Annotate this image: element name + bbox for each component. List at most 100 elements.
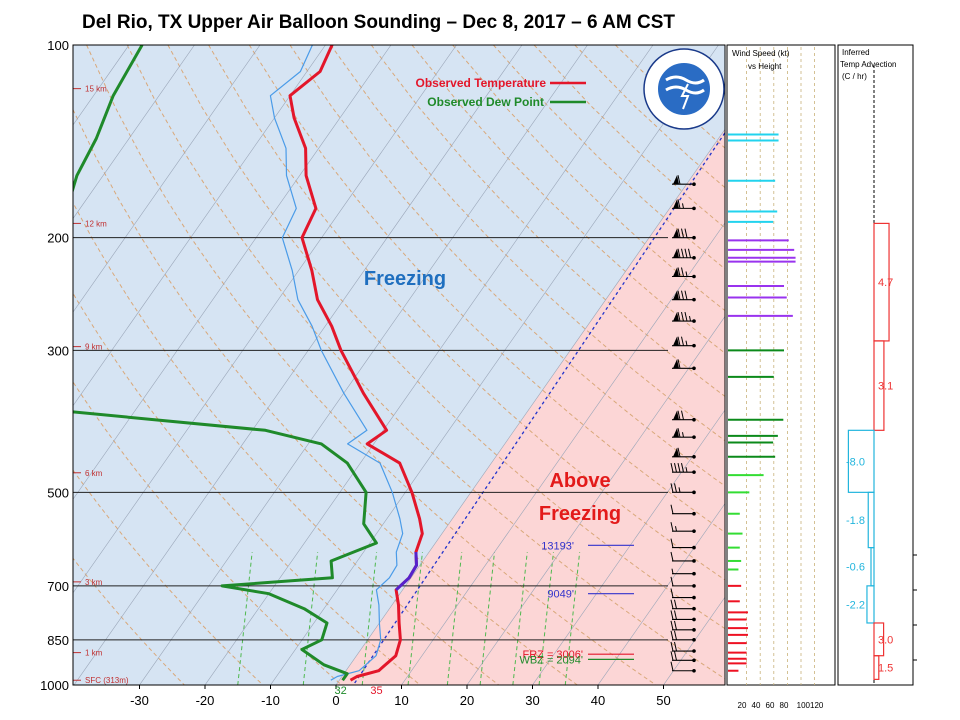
barb-station [692,255,696,260]
wind-barb [670,576,696,588]
height-label: SFC (313m) [85,676,129,685]
dry-adiabat-line [126,45,725,680]
wind-barb [672,359,696,371]
wind-barb [670,538,696,550]
pressure-label: 850 [47,633,69,648]
nws-logo [643,48,725,130]
annotation-label: 13193' [541,540,574,552]
wind-barb [670,504,696,516]
barb-pennant [673,359,679,369]
advection-value-label: 4.7 [878,277,893,289]
barb-flag [670,588,674,598]
wind-barb [672,248,696,260]
advection-bar [866,585,875,624]
barb-station [692,668,696,673]
barb-half-flag [685,271,688,277]
barb-flag [670,522,674,532]
barb-flag [670,651,674,661]
barb-flag [681,336,684,346]
dry-adiabat-line [370,45,725,398]
pressure-label: 200 [47,231,69,246]
barb-station [692,559,696,563]
advection-value-label: 1.5 [878,663,893,675]
barb-station [692,658,696,663]
barb-flag [674,610,677,620]
barb-flag [674,641,677,652]
wind-barb [670,641,696,653]
barb-pennant [673,290,679,300]
barb-station [692,571,696,576]
barb-station [692,595,696,600]
isotherm-line [73,45,523,685]
barb-pennant [673,248,679,258]
wind-barb [670,463,696,474]
moist-adiabat-line [237,552,253,685]
wind-barb [670,599,696,611]
height-label: 6 km [85,469,103,478]
barb-station [692,206,696,211]
wind-barb [670,588,696,600]
barb-pennant [673,410,679,420]
isotherm-line [401,222,725,685]
wind-panel-subtitle: vs Height [748,62,782,71]
barb-flag [677,290,681,300]
barb-half-flag [685,467,688,473]
barb-flag [677,175,681,185]
dry-adiabat-line [330,45,725,442]
wind-barb [672,228,696,240]
wind-barb [670,483,696,495]
barb-flag [670,620,674,630]
logo-lightning [680,83,690,110]
isotherm-line [597,503,725,685]
isotherm-line [73,45,392,500]
dry-adiabat-line [73,469,264,685]
barb-half-flag [689,315,691,322]
barb-pennant [673,267,679,277]
barb-flag [677,359,681,369]
annotation-label: WBZ = 2094' [519,654,583,666]
advection-bar [847,429,875,493]
barb-flag [674,463,677,473]
pressure-label: 500 [47,485,69,500]
barb-station [692,182,696,186]
barb-half-flag [678,487,681,493]
isotherm-line [270,45,719,685]
advection-units: (C / hr) [842,72,867,81]
wind-barb [672,311,696,323]
barb-station [692,343,696,348]
wind-axis-label: 40 [752,701,761,710]
wind-barb [670,661,696,673]
barb-flag [670,610,674,620]
barb-station [692,649,696,653]
x-tick-label: 10 [394,693,408,708]
dry-adiabat-line [86,45,657,685]
barb-pennant [673,312,679,322]
moist-adiabat-line [407,552,423,685]
barb-pennant [673,428,679,438]
wind-barb [670,630,696,642]
legend-temperature-label: Observed Temperature [416,76,547,90]
barb-station [692,297,696,302]
wind-axis-label: 80 [780,701,789,710]
wind-barb [670,551,696,563]
x-tick-label: 50 [656,693,670,708]
x-tick-label: 20 [460,693,474,708]
isotherm-line [0,45,64,699]
annotation-label: FRZ = 3006' [523,649,584,661]
barb-station [692,511,696,516]
barb-flag [670,661,674,671]
isotherm-line [466,315,725,685]
barb-pennant [673,175,679,185]
barb-station [692,606,696,611]
barb-flag [677,311,681,322]
barb-flag [684,228,688,238]
height-label: 9 km [85,343,103,352]
annotation-label: 9049' [547,589,574,601]
isotherm-line [73,45,326,407]
temperature-line [288,45,424,682]
surface-temperature-label: 35 [370,685,382,697]
advection-value-label: 3.1 [878,381,893,393]
x-tick-label: -30 [130,693,149,708]
barb-flag [684,248,688,258]
chart-title: Del Rio, TX Upper Air Balloon Sounding –… [82,12,675,33]
